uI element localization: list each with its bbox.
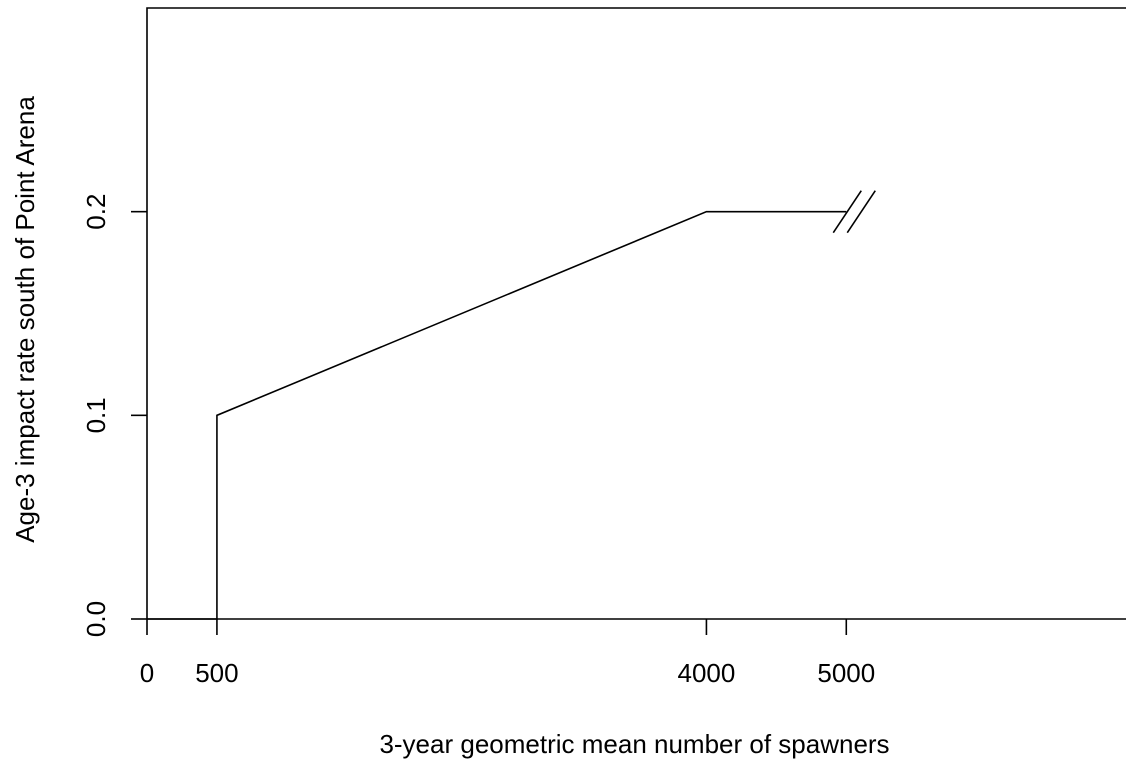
y-tick-label: 0.0 <box>81 601 111 637</box>
x-axis-title: 3-year geometric mean number of spawners <box>379 729 889 759</box>
y-axis-title: Age-3 impact rate south of Point Arena <box>10 96 40 543</box>
y-tick-label: 0.2 <box>81 194 111 230</box>
series-layer <box>147 190 876 620</box>
x-tick-label: 4000 <box>678 658 736 688</box>
axes: 0 500 4000 5000 0.0 0.1 0.2 <box>81 7 1126 688</box>
labels-layer: 3-year geometric mean number of spawners… <box>10 96 890 759</box>
impact-rate-line <box>147 210 847 620</box>
x-tick-label: 5000 <box>817 658 875 688</box>
axis-break-mark <box>846 190 876 234</box>
x-tick-label: 0 <box>140 658 154 688</box>
x-tick-label: 500 <box>195 658 238 688</box>
plot-frame <box>146 7 1126 619</box>
y-tick-label: 0.1 <box>81 397 111 433</box>
axis-break-mark <box>832 190 862 234</box>
